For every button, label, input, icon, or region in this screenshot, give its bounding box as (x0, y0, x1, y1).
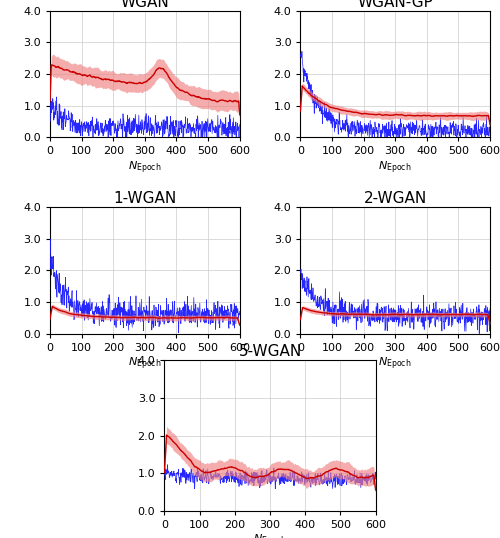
Title: WGAN: WGAN (120, 0, 169, 10)
Title: WGAN-GP: WGAN-GP (357, 0, 433, 10)
X-axis label: $N_{\mathrm{Epoch}}$: $N_{\mathrm{Epoch}}$ (128, 159, 162, 175)
Title: 1-WGAN: 1-WGAN (113, 191, 176, 206)
X-axis label: $N_{\mathrm{Epoch}}$: $N_{\mathrm{Epoch}}$ (378, 159, 412, 175)
X-axis label: $N_{\mathrm{Epoch}}$: $N_{\mathrm{Epoch}}$ (378, 356, 412, 372)
Title: 5-WGAN: 5-WGAN (238, 344, 302, 359)
X-axis label: $N_{\mathrm{Epoch}}$: $N_{\mathrm{Epoch}}$ (253, 533, 287, 538)
X-axis label: $N_{\mathrm{Epoch}}$: $N_{\mathrm{Epoch}}$ (128, 356, 162, 372)
Title: 2-WGAN: 2-WGAN (364, 191, 427, 206)
